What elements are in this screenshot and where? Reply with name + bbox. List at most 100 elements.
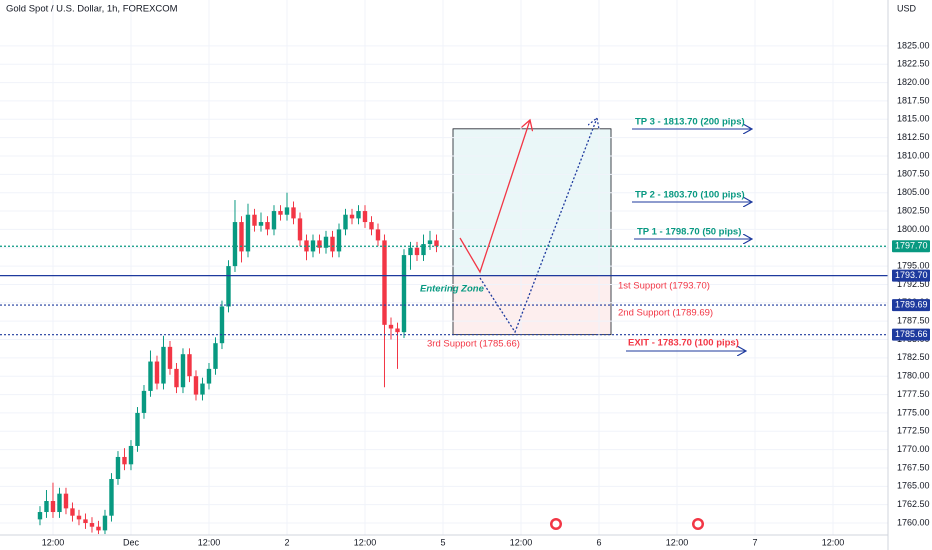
x-tick-label: 12:00 [354,537,377,547]
price-label-bg [892,299,930,312]
candle-body [57,493,62,513]
event-icon-inner [552,520,560,528]
candle-body [356,211,361,219]
y-tick-label: 1780.00 [897,371,930,381]
candle-body [278,211,283,215]
candle-body [76,515,82,520]
y-tick-label: 1777.50 [897,389,930,399]
candle-body [336,229,342,252]
y-tick-label: 1762.50 [897,499,930,509]
candle-body [37,512,43,520]
y-tick-label: 1802.50 [897,205,930,215]
candle-body [284,207,290,215]
candle-body [115,456,121,479]
exit-label: EXIT - 1783.70 (100 pips) [628,338,739,349]
price-label: 1785.66 [895,329,928,339]
x-tick-label: 12:00 [42,537,65,547]
x-tick-label: 12:00 [510,537,533,547]
y-tick-label: 1775.00 [897,407,930,417]
support2-label: 2nd Support (1789.69) [618,308,713,319]
time-axis-bg [0,535,888,550]
y-tick-label: 1787.50 [897,316,930,326]
candle-body [304,240,309,252]
candles [37,192,439,535]
y-tick-label: 1795.00 [897,260,930,270]
red-path [459,120,530,274]
candle-body [291,207,296,219]
x-tick-label: 2 [284,537,289,547]
y-tick-label: 1805.00 [897,187,930,197]
candle-body [122,456,127,465]
candle-body [200,383,205,395]
candle-body [252,214,257,226]
chart-title: Gold Spot / U.S. Dollar, 1h, FOREXCOM [6,4,178,15]
y-tick-label: 1820.00 [897,77,930,87]
y-tick-label: 1760.00 [897,517,930,527]
entering-zone-label: Entering Zone [420,284,485,295]
candle-body [362,211,368,223]
candle-body [226,266,231,307]
candle-body [245,214,251,252]
zones [452,128,612,336]
candle-body [258,222,264,226]
price-label-bg [892,269,930,282]
candle-body [44,501,49,513]
candle-body [206,368,212,384]
tp2-label: TP 2 - 1803.70 (100 pips) [635,190,745,201]
y-tick-label: 1815.00 [897,114,930,124]
candle-body [89,523,95,527]
candle-body [148,361,153,391]
candle-body [128,445,134,465]
candle-body [167,346,173,369]
price-label-bg [892,328,930,341]
y-tick-label: 1770.00 [897,444,930,454]
candle-body [388,324,394,329]
currency-label: USD [897,3,917,13]
x-tick-label: 5 [440,537,445,547]
candle-body [213,343,218,369]
candle-body [401,255,407,333]
drawings: TP 3 - 1813.70 (200 pips) TP 2 - 1803.70… [420,117,752,530]
candle-body [96,526,101,531]
tp3-label: TP 3 - 1813.70 (200 pips) [635,117,745,128]
candle-body [174,368,179,388]
axes: 1760.00 1762.50 1765.00 1767.50 1770.00 1772.… [42,40,930,547]
y-tick-label: 1792.50 [897,279,930,289]
candle-body [395,328,400,333]
x-tick-label: Dec [123,537,140,547]
support3-label: 3rd Support (1785.66) [427,339,520,350]
x-tick-label: 12:00 [666,537,689,547]
candle-body [343,214,348,230]
candle-body [187,354,192,377]
candle-body [317,240,322,248]
tp1-label: TP 1 - 1798.70 (50 pips) [637,227,741,238]
candle-body [63,493,69,509]
candle-body [70,508,75,516]
y-tick-label: 1772.50 [897,426,930,436]
candle-body [154,361,160,384]
candle-body [369,222,374,230]
y-tick-label: 1817.50 [897,95,930,105]
candle-body [161,346,166,384]
candle-body [421,244,426,256]
event-icon-inner [694,520,702,528]
candle-body [271,211,277,230]
candle-body [323,236,329,248]
candle-body [414,247,420,256]
price-label: 1793.70 [895,270,928,280]
candle-body [83,519,88,524]
candle-body [434,240,439,247]
y-tick-label: 1782.50 [897,352,930,362]
support1-label: 1st Support (1793.70) [618,281,710,292]
candle-body [135,412,140,446]
y-tick-label: 1812.50 [897,132,930,142]
candle-body [375,229,381,241]
candle-body [50,501,56,513]
candle-body [408,247,413,256]
candle-body [232,222,238,267]
y-tick-label: 1825.00 [897,40,930,50]
candle-body [297,218,303,241]
candle-body [427,240,433,245]
blue-dotted-path [479,118,597,334]
